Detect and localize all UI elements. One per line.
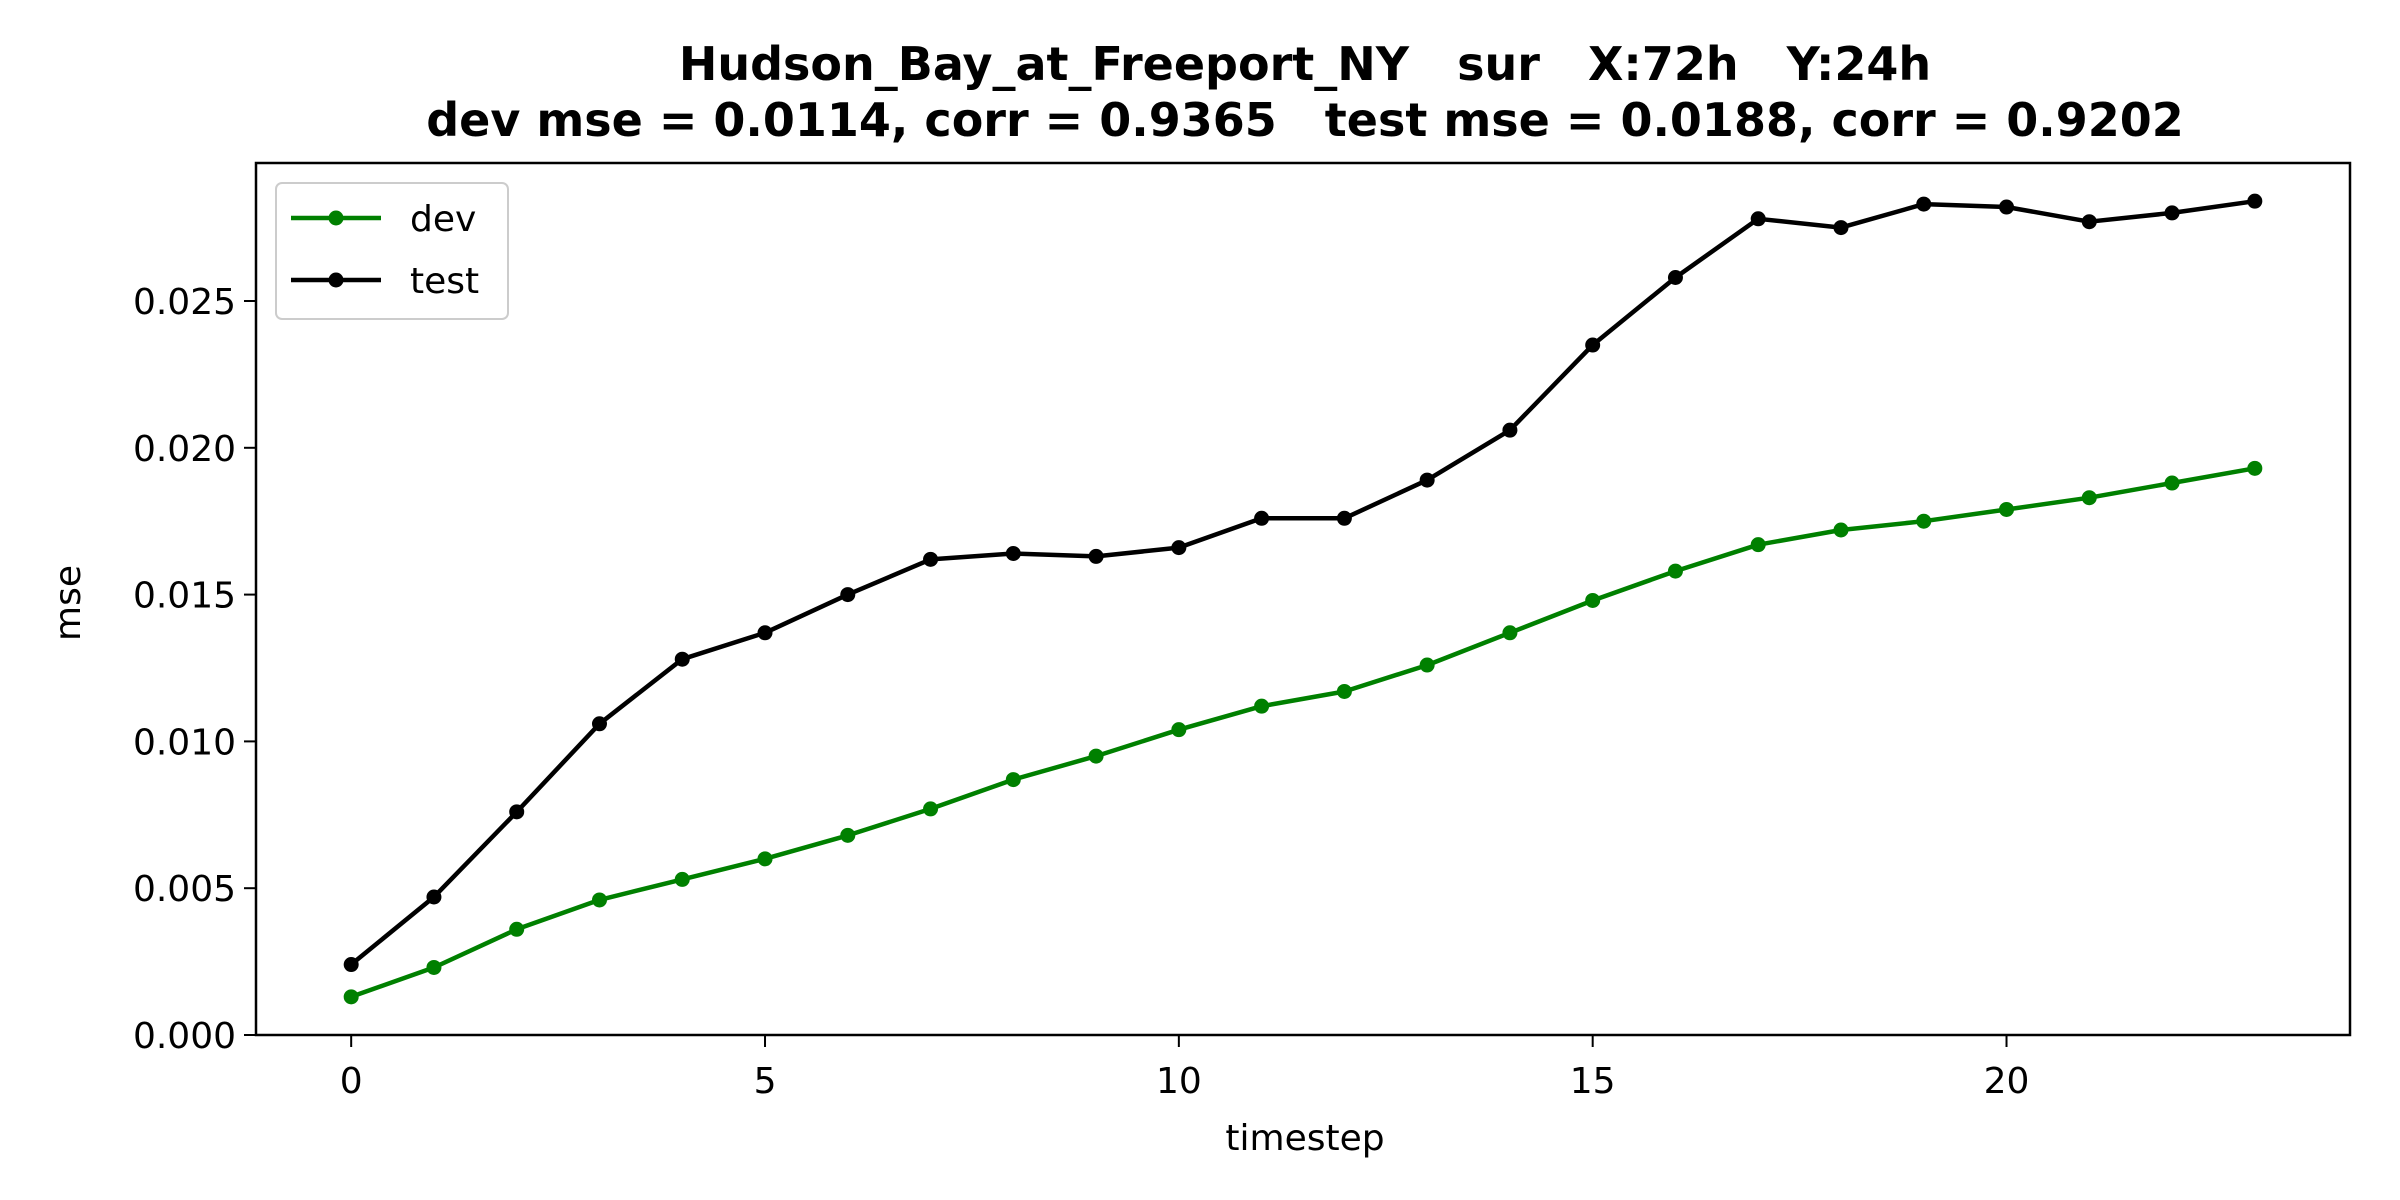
x-axis-label: timestep xyxy=(1225,1118,1384,1159)
data-point-test xyxy=(1833,220,1849,236)
data-point-dev xyxy=(1088,748,1104,764)
data-point-test xyxy=(343,957,359,973)
data-point-test xyxy=(1171,540,1187,556)
data-point-dev xyxy=(674,871,690,887)
data-point-dev xyxy=(1254,698,1270,714)
data-point-dev xyxy=(1667,563,1683,579)
legend-label-test: test xyxy=(410,261,479,302)
legend-label-dev: dev xyxy=(410,199,476,240)
data-point-test xyxy=(1502,422,1518,438)
data-point-dev xyxy=(923,801,939,817)
data-point-test xyxy=(1419,472,1435,488)
x-tick-label: 10 xyxy=(1156,1061,1202,1102)
x-tick-label: 15 xyxy=(1570,1061,1616,1102)
data-point-test xyxy=(923,551,939,567)
series-line-dev xyxy=(350,466,2256,999)
data-point-test xyxy=(1336,510,1352,526)
data-point-test xyxy=(1254,510,1270,526)
data-point-dev xyxy=(2081,490,2097,506)
data-point-test xyxy=(1088,548,1104,564)
data-point-test xyxy=(591,716,607,732)
data-point-test xyxy=(840,587,856,603)
legend-marker-test xyxy=(328,272,344,288)
data-point-dev xyxy=(1999,501,2015,517)
axes-frame xyxy=(254,161,2352,1037)
plot-area: 0 5 10 15 20 0.000 0.005 0.010 0.015 0.020 0.025 de… xyxy=(133,161,2352,1102)
x-tick-label: 0 xyxy=(340,1061,363,1102)
data-point-dev xyxy=(426,959,442,975)
data-point-dev xyxy=(343,989,359,1005)
data-point-dev xyxy=(509,921,525,937)
data-point-test xyxy=(2081,214,2097,230)
data-point-dev xyxy=(591,892,607,908)
data-point-test xyxy=(1585,337,1601,353)
data-point-dev xyxy=(840,827,856,843)
series-line-test xyxy=(349,198,2256,967)
y-tick-label: 0.020 xyxy=(133,429,236,470)
chart-subtitle: dev mse = 0.0114, corr = 0.9365 test mse… xyxy=(426,93,2184,147)
data-point-test xyxy=(1999,199,2015,215)
data-point-test xyxy=(426,889,442,905)
y-tick-label: 0.000 xyxy=(133,1016,236,1057)
legend-marker-dev xyxy=(328,210,344,226)
x-tick-label: 5 xyxy=(754,1061,777,1102)
data-point-test xyxy=(2164,205,2180,221)
y-tick-label: 0.025 xyxy=(133,282,236,323)
data-point-dev xyxy=(1502,625,1518,641)
data-point-dev xyxy=(2247,460,2263,476)
data-point-dev xyxy=(1833,522,1849,538)
data-point-dev xyxy=(1336,683,1352,699)
data-point-dev xyxy=(1916,513,1932,529)
data-point-test xyxy=(1750,211,1766,227)
data-point-test xyxy=(757,625,773,641)
y-tick-label: 0.005 xyxy=(133,869,236,910)
legend: dev test xyxy=(275,182,509,320)
data-point-dev xyxy=(1005,772,1021,788)
y-axis-label: mse xyxy=(48,565,89,641)
data-point-test xyxy=(509,804,525,820)
data-point-test xyxy=(1916,196,1932,212)
data-point-test xyxy=(1005,545,1021,561)
chart-title: Hudson_Bay_at_Freeport_NY sur X:72h Y:24… xyxy=(679,37,1931,91)
data-point-test xyxy=(674,651,690,667)
data-point-dev xyxy=(1750,537,1766,553)
data-point-dev xyxy=(2164,475,2180,491)
data-point-dev xyxy=(757,851,773,867)
y-tick-label: 0.010 xyxy=(133,722,236,763)
data-point-test xyxy=(2247,193,2263,209)
y-tick-label: 0.015 xyxy=(133,576,236,617)
data-point-test xyxy=(1667,270,1683,286)
data-point-dev xyxy=(1419,657,1435,673)
data-point-dev xyxy=(1585,592,1601,608)
data-point-dev xyxy=(1171,722,1187,738)
x-tick-label: 20 xyxy=(1984,1061,2030,1102)
